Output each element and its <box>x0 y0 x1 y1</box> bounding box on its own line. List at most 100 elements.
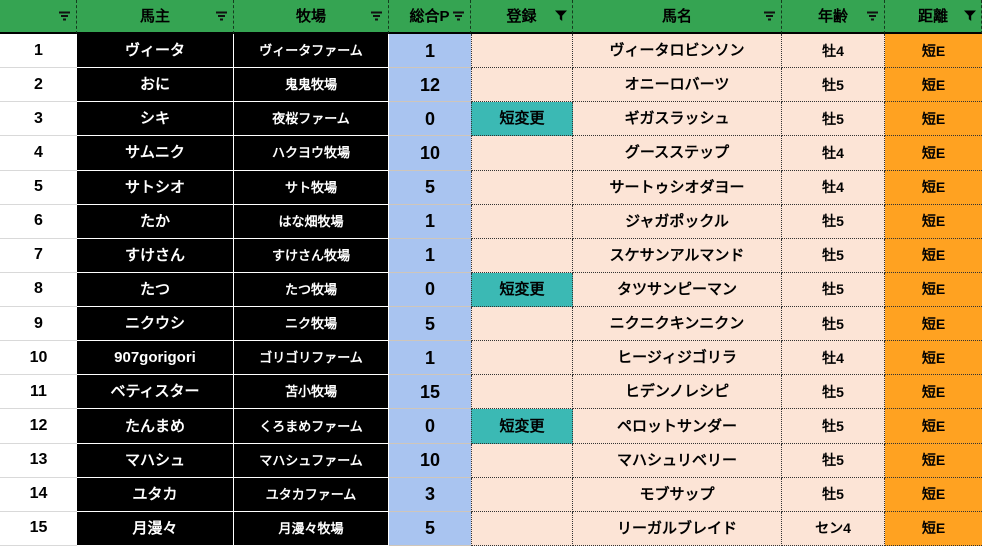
points-cell[interactable]: 3 <box>389 477 471 512</box>
points-cell[interactable]: 10 <box>389 443 471 478</box>
points-cell[interactable]: 1 <box>389 34 471 69</box>
row-number-cell[interactable]: 7 <box>0 238 77 273</box>
row-number-cell[interactable]: 2 <box>0 68 77 103</box>
owner-cell[interactable]: たんまめ <box>77 409 234 444</box>
points-cell[interactable]: 0 <box>389 102 471 137</box>
owner-cell[interactable]: シキ <box>77 102 234 137</box>
header-cell-registration[interactable]: 登録 <box>471 0 573 34</box>
horse-name-cell[interactable]: マハシュリベリー <box>573 443 782 478</box>
header-cell-owner[interactable]: 馬主 <box>77 0 234 34</box>
registration-cell[interactable] <box>471 68 573 103</box>
row-number-cell[interactable]: 8 <box>0 272 77 308</box>
farm-cell[interactable]: 夜桜ファーム <box>234 102 389 137</box>
points-cell[interactable]: 0 <box>389 409 471 444</box>
owner-cell[interactable]: サムニク <box>77 136 234 171</box>
registration-cell[interactable] <box>471 136 573 171</box>
horse-name-cell[interactable]: モブサップ <box>573 477 782 512</box>
age-cell[interactable]: 牡5 <box>782 238 885 273</box>
horse-name-cell[interactable]: タツサンピーマン <box>573 272 782 308</box>
distance-cell[interactable]: 短E <box>885 102 982 137</box>
registration-cell[interactable] <box>471 443 573 478</box>
horse-name-cell[interactable]: グースステップ <box>573 136 782 171</box>
row-number-cell[interactable]: 13 <box>0 443 77 478</box>
registration-cell[interactable] <box>471 511 573 546</box>
owner-cell[interactable]: 月漫々 <box>77 511 234 546</box>
points-cell[interactable]: 1 <box>389 204 471 239</box>
row-number-cell[interactable]: 11 <box>0 375 77 410</box>
row-number-cell[interactable]: 10 <box>0 341 77 376</box>
owner-cell[interactable]: ヴィータ <box>77 34 234 69</box>
registration-cell[interactable]: 短変更 <box>471 272 573 308</box>
age-cell[interactable]: 牡5 <box>782 477 885 512</box>
distance-cell[interactable]: 短E <box>885 204 982 239</box>
horse-name-cell[interactable]: オニーロバーツ <box>573 68 782 103</box>
distance-cell[interactable]: 短E <box>885 272 982 308</box>
row-number-cell[interactable]: 14 <box>0 477 77 512</box>
horse-name-cell[interactable]: ペロットサンダー <box>573 409 782 444</box>
distance-cell[interactable]: 短E <box>885 136 982 171</box>
owner-cell[interactable]: すけさん <box>77 238 234 273</box>
age-cell[interactable]: 牡5 <box>782 409 885 444</box>
age-cell[interactable]: 牡5 <box>782 307 885 342</box>
row-number-cell[interactable]: 6 <box>0 204 77 239</box>
points-cell[interactable]: 15 <box>389 375 471 410</box>
distance-cell[interactable]: 短E <box>885 34 982 69</box>
age-cell[interactable]: 牡4 <box>782 170 885 205</box>
points-cell[interactable]: 1 <box>389 238 471 273</box>
registration-cell[interactable] <box>471 204 573 239</box>
distance-cell[interactable]: 短E <box>885 341 982 376</box>
filter-dropdown-icon[interactable] <box>370 11 383 22</box>
farm-cell[interactable]: 苫小牧場 <box>234 375 389 410</box>
horse-name-cell[interactable]: スケサンアルマンド <box>573 238 782 273</box>
header-cell-distance[interactable]: 距離 <box>885 0 982 34</box>
distance-cell[interactable]: 短E <box>885 443 982 478</box>
horse-name-cell[interactable]: ヒージィジゴリラ <box>573 341 782 376</box>
horse-name-cell[interactable]: リーガルブレイド <box>573 511 782 546</box>
age-cell[interactable]: 牡4 <box>782 136 885 171</box>
horse-name-cell[interactable]: ニクニクキンニクン <box>573 307 782 342</box>
owner-cell[interactable]: ベティスター <box>77 375 234 410</box>
farm-cell[interactable]: ハクヨウ牧場 <box>234 136 389 171</box>
farm-cell[interactable]: ヴィータファーム <box>234 34 389 69</box>
row-number-cell[interactable]: 9 <box>0 307 77 342</box>
age-cell[interactable]: 牡4 <box>782 341 885 376</box>
distance-cell[interactable]: 短E <box>885 307 982 342</box>
horse-name-cell[interactable]: ジャガポックル <box>573 204 782 239</box>
owner-cell[interactable]: たつ <box>77 272 234 308</box>
horse-name-cell[interactable]: サートゥシオダヨー <box>573 170 782 205</box>
farm-cell[interactable]: すけさん牧場 <box>234 238 389 273</box>
age-cell[interactable]: 牡5 <box>782 68 885 103</box>
row-number-cell[interactable]: 4 <box>0 136 77 171</box>
distance-cell[interactable]: 短E <box>885 68 982 103</box>
row-number-cell[interactable]: 5 <box>0 170 77 205</box>
registration-cell[interactable] <box>471 34 573 69</box>
registration-cell[interactable] <box>471 170 573 205</box>
registration-cell[interactable] <box>471 477 573 512</box>
points-cell[interactable]: 10 <box>389 136 471 171</box>
filter-dropdown-icon[interactable] <box>866 11 879 22</box>
farm-cell[interactable]: 月漫々牧場 <box>234 511 389 546</box>
points-cell[interactable]: 1 <box>389 341 471 376</box>
farm-cell[interactable]: 鬼鬼牧場 <box>234 68 389 103</box>
row-number-cell[interactable]: 1 <box>0 34 77 69</box>
registration-cell[interactable] <box>471 341 573 376</box>
horse-name-cell[interactable]: ヴィータロビンソン <box>573 34 782 69</box>
age-cell[interactable]: 牡5 <box>782 375 885 410</box>
registration-cell[interactable] <box>471 307 573 342</box>
filter-dropdown-icon[interactable] <box>452 11 465 22</box>
distance-cell[interactable]: 短E <box>885 409 982 444</box>
age-cell[interactable]: 牡5 <box>782 204 885 239</box>
age-cell[interactable]: 牡5 <box>782 272 885 308</box>
points-cell[interactable]: 0 <box>389 272 471 308</box>
owner-cell[interactable]: ニクウシ <box>77 307 234 342</box>
farm-cell[interactable]: ユタカファーム <box>234 477 389 512</box>
registration-cell[interactable]: 短変更 <box>471 409 573 444</box>
farm-cell[interactable]: くろまめファーム <box>234 409 389 444</box>
header-cell-points[interactable]: 総合P <box>389 0 471 34</box>
horse-name-cell[interactable]: ギガスラッシュ <box>573 102 782 137</box>
registration-cell[interactable]: 短変更 <box>471 102 573 137</box>
owner-cell[interactable]: 907gorigori <box>77 341 234 376</box>
farm-cell[interactable]: マハシュファーム <box>234 443 389 478</box>
filter-funnel-icon[interactable] <box>964 10 976 22</box>
filter-funnel-icon[interactable] <box>555 10 567 22</box>
